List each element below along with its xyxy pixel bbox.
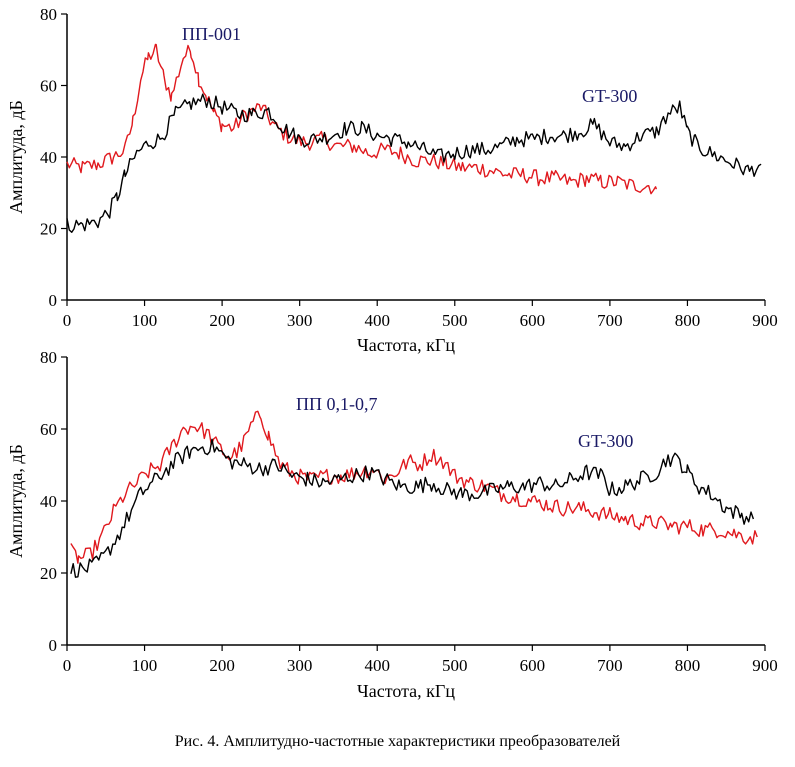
x-tick-label: 400 [364,656,390,675]
x-tick-label: 400 [364,311,390,330]
y-tick-label: 60 [40,420,57,439]
x-tick-label: 0 [63,311,72,330]
x-tick-label: 500 [442,311,468,330]
x-tick-label: 800 [675,656,701,675]
series-annotation: ПП-001 [182,24,241,44]
x-tick-label: 0 [63,656,72,675]
x-tick-label: 300 [287,656,313,675]
x-tick-label: 200 [209,656,235,675]
x-tick-label: 600 [520,656,546,675]
y-tick-label: 80 [40,5,57,24]
series-annotation: GT-300 [578,431,633,451]
y-tick-label: 80 [40,348,57,367]
series-annotation: ПП 0,1-0,7 [296,394,378,414]
x-tick-label: 300 [287,311,313,330]
series-line-red [70,410,758,564]
series-annotation: GT-300 [582,86,637,106]
series-line-black [70,438,755,578]
x-tick-label: 500 [442,656,468,675]
x-tick-label: 800 [675,311,701,330]
y-tick-label: 20 [40,564,57,583]
y-axis-title: Амплитуда, дБ [6,444,26,558]
chart-panel-1: 0 100 200 300 400 500 600 700 800 900 0 20 40 60 80 Час… [6,5,778,355]
y-tick-label: 0 [49,291,58,310]
y-tick-label: 0 [49,636,58,655]
x-tick-label: 100 [132,656,158,675]
series-line-black [66,93,762,233]
y-axis-title: Амплитуда, дБ [6,100,26,214]
x-tick-label: 100 [132,311,158,330]
y-tick-label: 20 [40,220,57,239]
x-tick-label: 900 [752,311,778,330]
x-tick-label: 700 [597,656,623,675]
x-axis-title: Частота, кГц [357,335,455,355]
figure-caption: Рис. 4. Амплитудно-частотные характерист… [174,733,621,750]
x-axis-title: Частота, кГц [357,681,455,701]
y-tick-label: 60 [40,77,57,96]
x-tick-label: 700 [597,311,623,330]
series-line-red [66,43,658,195]
x-tick-label: 900 [752,656,778,675]
x-tick-label: 200 [209,311,235,330]
y-tick-label: 40 [40,492,57,511]
x-tick-label: 600 [520,311,546,330]
y-tick-label: 40 [40,148,57,167]
chart-panel-2: 0 100 200 300 400 500 600 700 800 900 0 20 40 60 80 Час… [6,348,778,701]
